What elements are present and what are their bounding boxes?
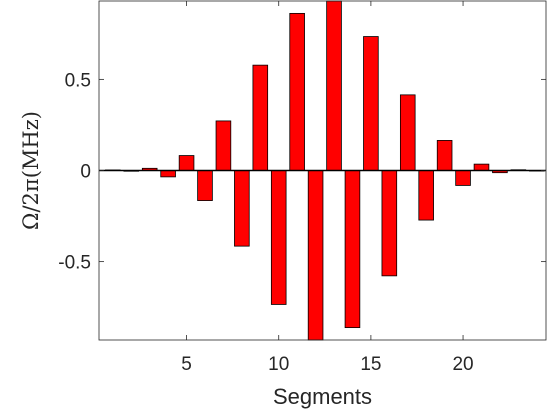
- bar-segment-9: [252, 64, 269, 171]
- axes-box: [98, 0, 547, 341]
- bar-segment-14: [344, 170, 361, 329]
- bar-segment-5: [178, 155, 195, 171]
- bar-segment-8: [234, 170, 250, 247]
- bars-group: [105, 0, 545, 341]
- y-tick-label: 0: [80, 162, 91, 183]
- bar-segment-19: [436, 140, 453, 171]
- y-axis-label: Ω/2π(MHz): [19, 111, 43, 230]
- x-tick-label: 15: [360, 354, 381, 375]
- ticks-group: 5 10 15 20 -0.5 0 0.5: [58, 1, 546, 375]
- bar-segment-7: [215, 120, 232, 171]
- bar-segment-11: [289, 12, 305, 171]
- bar-segment-20: [455, 170, 471, 186]
- x-tick-label: 10: [268, 354, 289, 375]
- bar-segment-6: [197, 170, 213, 201]
- bar-segment-18: [418, 170, 434, 221]
- x-tick-label: 20: [452, 354, 473, 375]
- bar-segment-15: [363, 36, 379, 171]
- y-tick-label: 0.5: [65, 70, 91, 91]
- bar-segment-12: [307, 170, 324, 341]
- bar-segment-10: [270, 170, 287, 305]
- bar-segment-13: [326, 0, 342, 171]
- bar-segment-17: [399, 94, 416, 171]
- bar-segment-21: [473, 163, 490, 171]
- x-axis-label: Segments: [273, 384, 372, 409]
- bar-segment-16: [381, 170, 398, 277]
- bar-segment-4: [160, 170, 176, 178]
- x-tick-label: 5: [181, 354, 192, 375]
- y-tick-label: -0.5: [58, 253, 91, 274]
